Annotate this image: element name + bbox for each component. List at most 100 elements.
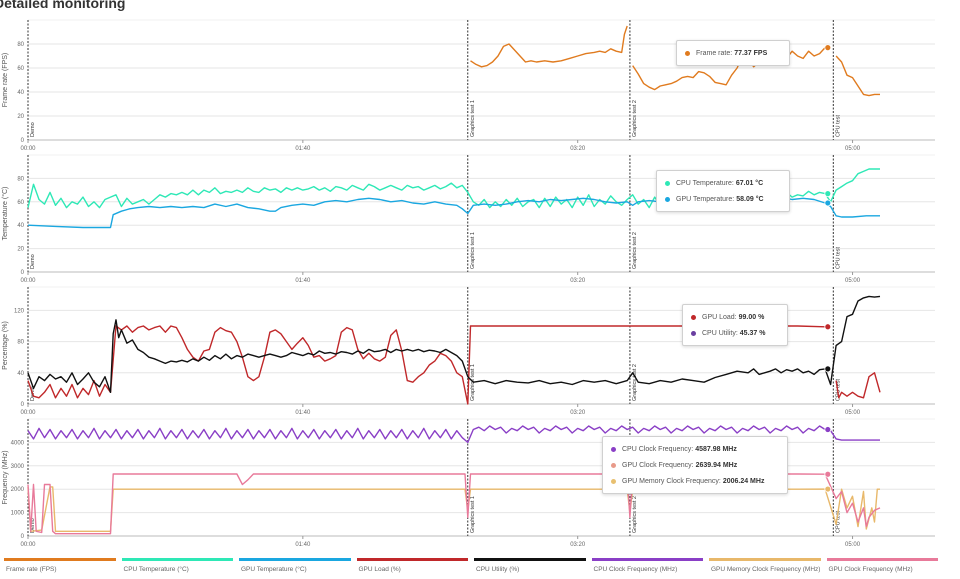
- test-marker-label: Graphics test 2: [632, 364, 638, 401]
- legend-color-bar: [121, 558, 233, 561]
- x-tick-label: 05:00: [845, 542, 861, 548]
- series-line: [27, 473, 881, 535]
- page-title: Detailed monitoring: [0, 0, 126, 11]
- legend-label: GPU Memory Clock Frequency (MHz): [711, 566, 821, 573]
- chart-panel: 0 40 80 120 Percentage (%) 00:00 01:40 03:20 05:…: [2, 286, 935, 416]
- tooltip-series-value: 58.09 °C: [736, 195, 764, 203]
- legend-label: GPU Load (%): [358, 566, 401, 573]
- x-tick-label: 03:20: [570, 542, 586, 548]
- tooltip-series-value: 2006.24 MHz: [722, 477, 765, 485]
- x-tick-label: 03:20: [570, 410, 586, 416]
- series-dot-icon: [611, 462, 616, 468]
- tooltip-row: GPU Load: 99.00 %: [691, 309, 779, 325]
- hover-point: [824, 485, 832, 493]
- y-tick-label: 40: [17, 223, 24, 229]
- tooltip-series-name: GPU Load:: [702, 313, 737, 321]
- x-tick-label: 01:40: [295, 146, 311, 152]
- y-axis-label: Frame rate (FPS): [2, 53, 9, 107]
- y-tick-label: 0: [21, 138, 25, 144]
- hover-point: [824, 323, 832, 331]
- test-marker-label: CPU test: [835, 247, 841, 269]
- legend-item[interactable]: GPU Clock Frequency (MHz): [823, 556, 941, 579]
- legend-item[interactable]: CPU Utility (%): [470, 556, 588, 579]
- legend-item[interactable]: Frame rate (FPS): [0, 556, 118, 579]
- hover-point: [824, 470, 832, 478]
- chart-panel: 0 20 40 60 80 Frame rate (FPS) 00:00 01:40 03:20…: [2, 19, 935, 152]
- tooltip-row: CPU Clock Frequency: 4587.98 MHz: [611, 441, 779, 457]
- y-tick-label: 20: [17, 247, 24, 253]
- tooltip-row: GPU Memory Clock Frequency: 2006.24 MHz: [611, 473, 779, 489]
- tooltip-row: CPU Temperature: 67.01 °C: [665, 175, 781, 191]
- test-marker-label: Demo: [30, 122, 36, 137]
- test-marker-label: Graphics test 1: [470, 232, 476, 269]
- test-marker-label: Graphics test 1: [470, 100, 476, 137]
- series-line: [27, 425, 880, 444]
- y-tick-label: 0: [21, 402, 25, 408]
- legend-item[interactable]: CPU Temperature (°C): [118, 556, 236, 579]
- y-tick-label: 0: [21, 270, 25, 276]
- y-axis-label: Temperature (°C): [1, 187, 9, 241]
- x-tick-label: 00:00: [20, 410, 36, 416]
- tooltip-row: CPU Utility: 45.37 %: [691, 325, 779, 341]
- x-tick-label: 03:20: [570, 278, 586, 284]
- series-line: [470, 25, 628, 68]
- test-marker-label: Graphics test 2: [632, 496, 638, 533]
- legend-item[interactable]: GPU Temperature (°C): [235, 556, 353, 579]
- legend-label: GPU Temperature (°C): [241, 566, 307, 573]
- y-tick-label: 80: [17, 42, 24, 48]
- series-dot-icon: [611, 478, 616, 484]
- series-line: [835, 55, 880, 97]
- tooltip-series-name: CPU Temperature:: [676, 179, 734, 187]
- tooltip-frequency: CPU Clock Frequency: 4587.98 MHz GPU Clock…: [602, 436, 788, 494]
- test-marker-label: Demo: [30, 518, 36, 533]
- test-marker-label: Graphics test 1: [470, 496, 476, 533]
- y-tick-label: 20: [17, 114, 24, 120]
- legend-color-bar: [239, 558, 351, 561]
- legend-color-bar: [826, 558, 938, 561]
- tooltip-series-value: 4587.98 MHz: [695, 445, 737, 453]
- series-dot-icon: [665, 180, 670, 186]
- series-dot-icon: [685, 50, 690, 56]
- tooltip-series-name: Frame rate:: [696, 49, 733, 57]
- legend-color-bar: [356, 558, 468, 561]
- legend-item[interactable]: CPU Clock Frequency (MHz): [588, 556, 706, 579]
- tooltip-series-value: 2639.94 MHz: [695, 461, 738, 469]
- y-tick-label: 80: [17, 340, 24, 346]
- tooltip-series-value: 45.37 %: [739, 329, 766, 337]
- x-tick-label: 01:40: [295, 410, 311, 416]
- tooltip-percentage: GPU Load: 99.00 % CPU Utility: 45.37 %: [682, 304, 788, 346]
- series-dot-icon: [691, 330, 696, 336]
- monitoring-charts: 0 20 40 60 80 Frame rate (FPS) 00:00 01:40 03:20…: [1, 19, 935, 548]
- test-marker-label: Demo: [30, 254, 36, 269]
- test-marker-label: CPU test: [835, 115, 841, 137]
- y-tick-label: 60: [17, 66, 24, 72]
- tooltip-series-name: GPU Memory Clock Frequency:: [622, 477, 721, 485]
- tooltip-row: GPU Temperature: 58.09 °C: [665, 191, 781, 207]
- hover-point: [824, 199, 832, 207]
- x-tick-label: 05:00: [845, 146, 861, 152]
- legend-color-bar: [474, 558, 586, 561]
- x-tick-label: 05:00: [845, 410, 861, 416]
- y-tick-label: 2000: [11, 487, 25, 493]
- tooltip-series-name: CPU Utility:: [702, 329, 738, 337]
- legend-item[interactable]: GPU Memory Clock Frequency (MHz): [705, 556, 823, 579]
- x-tick-label: 01:40: [295, 542, 311, 548]
- legend-label: CPU Clock Frequency (MHz): [593, 566, 678, 573]
- series-dot-icon: [665, 196, 670, 202]
- tooltip-row: GPU Clock Frequency: 2639.94 MHz: [611, 457, 779, 473]
- legend-label: Frame rate (FPS): [6, 566, 57, 573]
- tooltip-series-name: GPU Clock Frequency:: [622, 461, 694, 469]
- legend-item[interactable]: GPU Load (%): [353, 556, 471, 579]
- tooltip-frame-rate: Frame rate: 77.37 FPS: [676, 40, 790, 66]
- tooltip-temperature: CPU Temperature: 67.01 °C GPU Temperature:…: [656, 170, 790, 212]
- y-tick-label: 40: [17, 90, 24, 96]
- series-line: [27, 325, 826, 405]
- series-line: [27, 486, 880, 532]
- hover-point: [824, 190, 832, 198]
- chart-legend: Frame rate (FPS) CPU Temperature (°C) GPU …: [0, 556, 960, 579]
- x-tick-label: 03:20: [570, 146, 586, 152]
- x-tick-label: 00:00: [20, 542, 36, 548]
- test-marker-label: Graphics test 2: [632, 232, 638, 269]
- x-tick-label: 01:40: [295, 278, 311, 284]
